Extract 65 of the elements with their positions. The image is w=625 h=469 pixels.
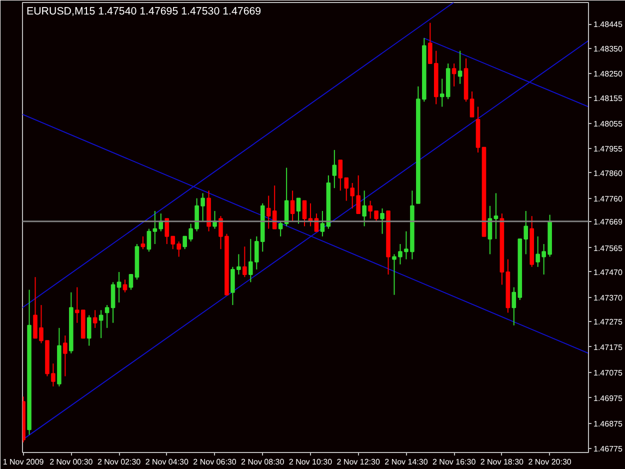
y-tick-label: 1.48445 (594, 20, 623, 30)
candlestick (242, 246, 247, 278)
x-tick-label: 2 Nov 14:30 (384, 458, 428, 466)
y-tick-label: 1.48350 (594, 44, 623, 54)
candlestick (338, 160, 343, 192)
x-tick-label: 2 Nov 12:30 (336, 458, 380, 466)
x-tick-label: 2 Nov 08:30 (241, 458, 285, 466)
x-tick-label: 2 Nov 02:30 (97, 458, 142, 466)
candlestick (140, 236, 146, 250)
candlestick (320, 210, 325, 237)
candlestick (104, 304, 110, 328)
y-tick-label: 1.47175 (594, 342, 623, 352)
chart-title: EURUSD,M15 1.47540 1.47695 1.47530 1.47669 (26, 6, 262, 18)
y-tick-label: 1.47860 (594, 168, 623, 178)
y-tick-label: 1.47760 (594, 194, 623, 204)
y-tick-label: 1.46775 (594, 444, 623, 454)
candlestick (452, 63, 456, 87)
candlestick (152, 210, 158, 245)
candlestick (332, 149, 337, 189)
x-tick-label: 2 Nov 16:30 (432, 458, 476, 466)
candlestick (63, 335, 68, 377)
x-tick-label: 1 Nov 2009 (2, 458, 44, 466)
candlestick (128, 274, 134, 290)
y-tick-label: 1.46875 (594, 419, 623, 428)
candlestick (290, 190, 295, 222)
candlestick (380, 208, 384, 234)
y-tick-label: 1.46975 (594, 394, 623, 403)
candlestick (278, 220, 283, 237)
candlestick (458, 50, 462, 84)
candlestick (110, 282, 116, 324)
candlestick (164, 218, 170, 245)
x-tick-label: 2 Nov 00:30 (50, 458, 94, 466)
y-tick-label: 1.47370 (594, 293, 623, 302)
candlestick (362, 190, 366, 227)
y-tick-label: 1.47275 (594, 318, 623, 327)
x-tick-label: 2 Nov 06:30 (193, 458, 237, 466)
x-tick-label: 2 Nov 04:30 (145, 458, 190, 466)
candlestick (116, 271, 122, 303)
y-tick-label: 1.47470 (594, 268, 623, 277)
candlestick (374, 210, 378, 222)
candlestick (296, 198, 301, 224)
candlestick (236, 254, 241, 276)
candlestick (248, 238, 253, 283)
y-tick-label: 1.48155 (594, 94, 623, 103)
candlestick (266, 195, 271, 230)
candlestick (470, 90, 474, 118)
candlestick (92, 310, 98, 328)
candlestick (122, 279, 128, 293)
x-tick-label: 2 Nov 10:30 (288, 458, 333, 466)
y-tick-label: 1.48055 (594, 119, 623, 128)
ref-line-label: 1.47669 (594, 217, 623, 226)
candlestick (230, 266, 235, 306)
candlestick (146, 228, 152, 252)
x-tick-label: 2 Nov 18:30 (480, 458, 524, 466)
candlestick (86, 314, 92, 346)
y-tick-label: 1.47565 (594, 244, 623, 253)
candlestick (98, 310, 104, 339)
candlestick (494, 192, 498, 240)
candlestick (428, 22, 432, 64)
candlestick (302, 200, 307, 227)
y-tick-label: 1.48250 (594, 70, 623, 79)
candlestick (368, 200, 372, 220)
y-tick-label: 1.47955 (594, 144, 623, 154)
x-tick-label: 2 Nov 20:30 (528, 458, 572, 466)
y-tick-label: 1.47075 (594, 368, 623, 378)
